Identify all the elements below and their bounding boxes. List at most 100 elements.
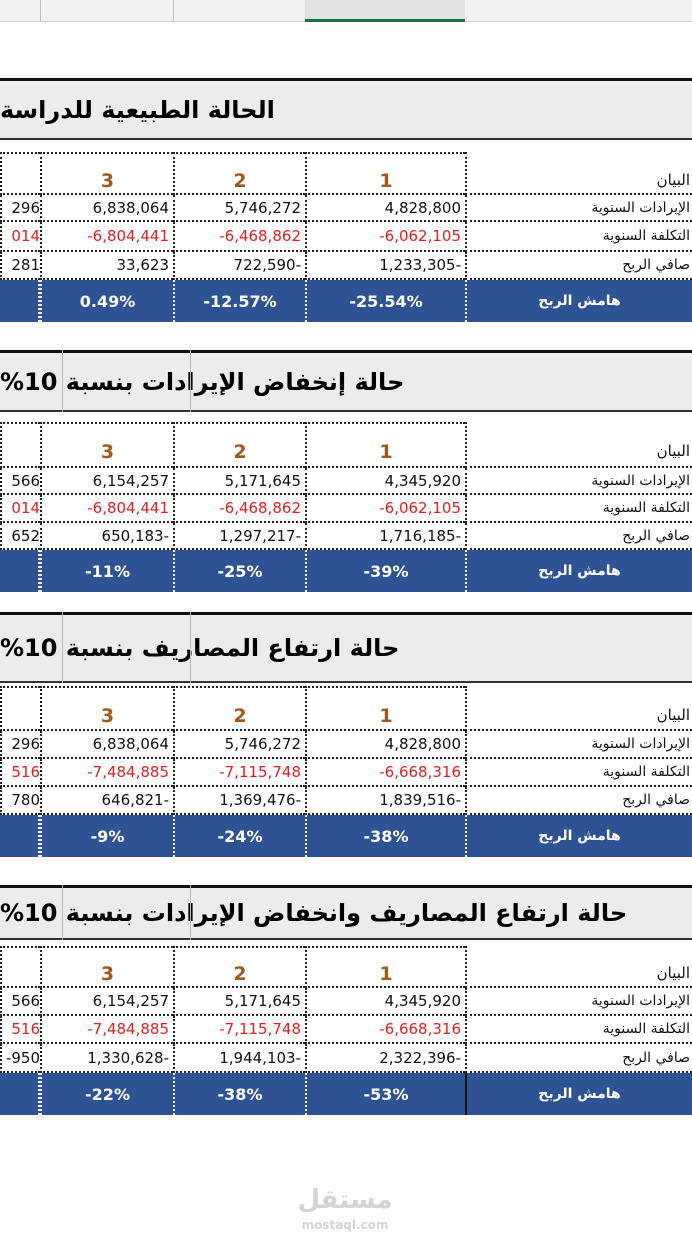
- value-cell: 516: [0, 759, 40, 787]
- value-cell: 4,345,920: [305, 988, 465, 1016]
- section-title: حالة ارتفاع المصاريف وانخفاض الإيرادات ب…: [0, 885, 692, 940]
- header-year: 2: [173, 422, 305, 468]
- row-label: التكلفة السنوية: [465, 495, 692, 523]
- margin-label: هامش الربح: [465, 1073, 692, 1115]
- value-cell: 5,171,645: [173, 468, 305, 495]
- margin-row: [0, 1073, 692, 1115]
- title-cell-divider: [190, 612, 191, 683]
- header-year: 1: [305, 686, 465, 731]
- margin-partial: [38, 550, 40, 592]
- header-partial: [0, 422, 40, 468]
- column-divider: [40, 0, 41, 22]
- margin-value: -24%: [173, 815, 305, 857]
- value-cell: -7,115,748: [173, 1016, 305, 1044]
- margin-value: 0.49%: [40, 280, 173, 322]
- header-label: البيان: [465, 152, 692, 195]
- margin-value: -11%: [40, 550, 173, 592]
- value-cell: 6,838,064: [40, 731, 173, 759]
- margin-partial: [38, 1073, 40, 1115]
- value-cell: 646,821-: [40, 787, 173, 815]
- header-partial: [0, 686, 40, 731]
- row-label: التكلفة السنوية: [465, 759, 692, 787]
- margin-row: [0, 815, 692, 857]
- margin-label: هامش الربح: [465, 550, 692, 592]
- header-label: البيان: [465, 422, 692, 468]
- row-label: الإيرادات السنوية: [465, 468, 692, 495]
- value-cell: 1,369,476-: [173, 787, 305, 815]
- title-cell-divider: [190, 885, 191, 940]
- header-partial: [0, 946, 40, 988]
- value-cell: 6,154,257: [40, 988, 173, 1016]
- section-title: الحالة الطبيعية للدراسة: [0, 78, 692, 140]
- value-cell: 4,828,800: [305, 731, 465, 759]
- value-cell: -6,804,441: [40, 495, 173, 523]
- margin-label: هامش الربح: [465, 280, 692, 322]
- header-year: 3: [40, 686, 173, 731]
- title-cell-divider: [62, 885, 63, 940]
- margin-partial: [38, 815, 40, 857]
- value-cell: -6,668,316: [305, 759, 465, 787]
- value-cell: 6,154,257: [40, 468, 173, 495]
- value-cell: -6,062,105: [305, 495, 465, 523]
- value-cell: 4,828,800: [305, 195, 465, 222]
- value-cell: 5,171,645: [173, 988, 305, 1016]
- row-label: الإيرادات السنوية: [465, 988, 692, 1016]
- value-cell: 5,746,272: [173, 731, 305, 759]
- value-cell: 014: [0, 495, 40, 523]
- value-cell: 1,233,305-: [305, 252, 465, 280]
- value-cell: 950-: [0, 1044, 40, 1073]
- title-cell-divider: [62, 350, 63, 412]
- header-year: 2: [173, 686, 305, 731]
- value-cell: 4,345,920: [305, 468, 465, 495]
- value-cell: 1,944,103-: [173, 1044, 305, 1073]
- margin-row: [0, 550, 692, 592]
- row-label: الإيرادات السنوية: [465, 731, 692, 759]
- margin-label: هامش الربح: [465, 815, 692, 857]
- margin-row: [0, 280, 692, 322]
- value-cell: 650,183-: [40, 523, 173, 550]
- margin-value: -39%: [305, 550, 465, 592]
- value-cell: 281: [0, 252, 40, 280]
- value-cell: 1,330,628-: [40, 1044, 173, 1073]
- header-year: 1: [305, 946, 465, 988]
- margin-value: -22%: [40, 1073, 173, 1115]
- title-cell-divider: [190, 350, 191, 412]
- value-cell: 566: [0, 988, 40, 1016]
- value-cell: 652: [0, 523, 40, 550]
- margin-value: -12.57%: [173, 280, 305, 322]
- value-cell: 5,746,272: [173, 195, 305, 222]
- watermark-url: mostaql.com: [301, 1218, 389, 1232]
- selected-column[interactable]: [305, 0, 465, 22]
- header-year: 3: [40, 946, 173, 988]
- value-cell: -7,115,748: [173, 759, 305, 787]
- section-title: حالة إنخفاض الإيرادات بنسبة 10%: [0, 350, 692, 412]
- value-cell: -7,484,885: [40, 1016, 173, 1044]
- value-cell: 516: [0, 1016, 40, 1044]
- header-year: 2: [173, 946, 305, 988]
- value-cell: 296: [0, 731, 40, 759]
- header-year: 3: [40, 422, 173, 468]
- margin-value: -25%: [173, 550, 305, 592]
- margin-value: -38%: [305, 815, 465, 857]
- margin-partial: [38, 280, 40, 322]
- row-label: صافي الربح: [465, 252, 692, 280]
- header-year: 1: [305, 422, 465, 468]
- value-cell: 2,322,396-: [305, 1044, 465, 1073]
- value-cell: 296: [0, 195, 40, 222]
- row-label: صافي الربح: [465, 523, 692, 550]
- title-cell-divider: [62, 612, 63, 683]
- section-title: حالة ارتفاع المصاريف بنسبة 10%: [0, 612, 692, 683]
- header-label: البيان: [465, 946, 692, 988]
- row-label: صافي الربح: [465, 787, 692, 815]
- header-label: البيان: [465, 686, 692, 731]
- value-cell: 1,839,516-: [305, 787, 465, 815]
- row-label: الإيرادات السنوية: [465, 195, 692, 222]
- value-cell: 6,838,064: [40, 195, 173, 222]
- header-year: 1: [305, 152, 465, 195]
- value-cell: 33,623: [40, 252, 173, 280]
- header-year: 2: [173, 152, 305, 195]
- column-divider: [173, 0, 174, 22]
- header-partial: [0, 152, 40, 195]
- value-cell: -6,468,862: [173, 495, 305, 523]
